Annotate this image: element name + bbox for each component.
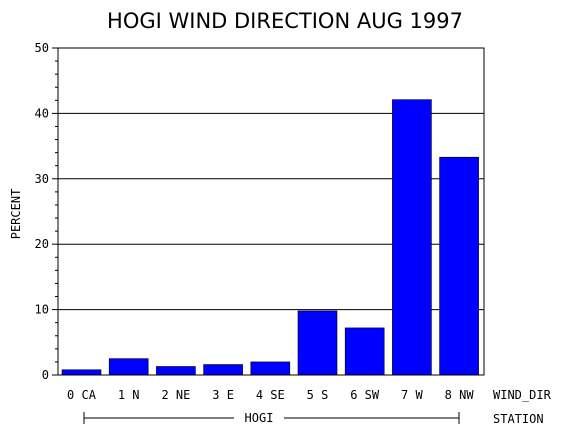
- y-tick-label: 40: [35, 106, 49, 120]
- bar-7-w: [392, 99, 432, 376]
- x-tick-label: 3 E: [212, 388, 234, 402]
- chart-title: HOGI WIND DIRECTION AUG 1997: [107, 9, 463, 33]
- y-tick-label: 0: [42, 368, 49, 382]
- bar-6-sw: [344, 327, 385, 376]
- station-group-bracket: [83, 412, 460, 424]
- y-axis-ticks: 0 10 20 30 40 50: [35, 41, 58, 382]
- x-tick-label: 7 W: [401, 388, 423, 402]
- x-tick-label: 4 SE: [256, 388, 285, 402]
- bar-5-s: [297, 310, 338, 376]
- plot-frame: [57, 47, 485, 376]
- bar-2-ne: [156, 366, 196, 376]
- y-tick-label: 20: [35, 237, 49, 251]
- station-group-label: HOGI: [245, 411, 274, 425]
- x-tick-label: 1 N: [118, 388, 140, 402]
- bar-8-nw: [439, 156, 479, 376]
- x-tick-label: 8 NW: [445, 388, 475, 402]
- station-axis-label: STATION: [493, 412, 544, 426]
- bar-0-ca: [61, 369, 102, 376]
- x-tick-label: 2 NE: [161, 388, 190, 402]
- y-tick-label: 50: [35, 41, 49, 55]
- x-tick-label: 6 SW: [350, 388, 380, 402]
- bar-3-e: [203, 364, 243, 376]
- y-tick-label: 30: [35, 172, 49, 186]
- x-tick-label: 0 CA: [67, 388, 97, 402]
- y-tick-label: 10: [35, 303, 49, 317]
- bars: [61, 99, 479, 376]
- bar-1-n: [108, 358, 149, 376]
- x-tick-label: 5 S: [307, 388, 329, 402]
- x-axis-ticks: 0 CA 1 N 2 NE 3 E 4 SE 5 S 6 SW 7 W 8 NW: [67, 388, 474, 402]
- y-axis-label: PERCENT: [9, 189, 23, 240]
- x-axis-label: WIND_DIR: [493, 388, 552, 402]
- bar-4-se: [250, 361, 291, 376]
